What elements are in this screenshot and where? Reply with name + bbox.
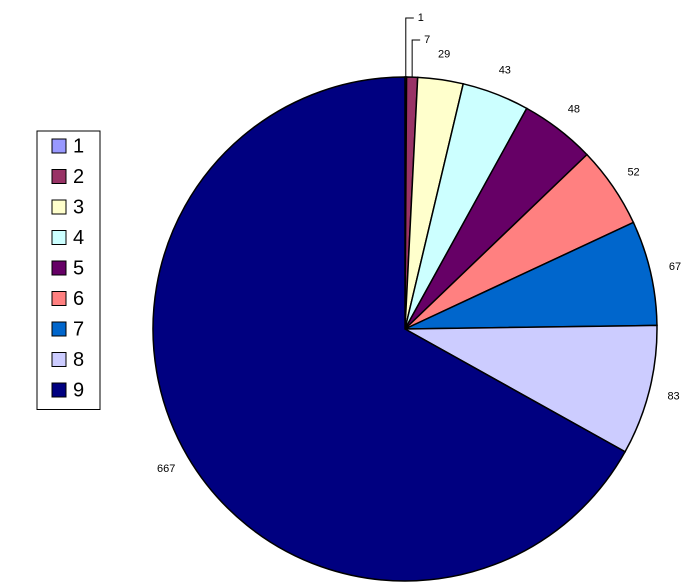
data-label: 67 (669, 261, 681, 273)
data-label: 43 (499, 65, 511, 77)
pie-slice (402, 324, 658, 453)
data-label: 29 (438, 49, 450, 61)
legend-swatch (51, 138, 67, 154)
legend-label: 3 (73, 196, 84, 218)
legend-label: 4 (73, 227, 84, 249)
data-label: 667 (157, 463, 175, 475)
legend-label: 5 (73, 257, 84, 279)
data-label: 52 (627, 166, 639, 178)
legend-box (36, 130, 101, 410)
legend-swatch (51, 352, 67, 367)
leader-line (405, 17, 414, 78)
pie-slice (152, 76, 627, 582)
legend-label: 6 (73, 288, 84, 310)
legend-label: 7 (73, 318, 84, 340)
legend-label: 1 (73, 135, 84, 157)
data-label: 83 (667, 391, 679, 403)
legend-label: 9 (73, 379, 84, 401)
leader-line (411, 39, 421, 78)
legend-swatch (51, 291, 67, 306)
legend-swatch (51, 321, 67, 337)
data-label: 1 (418, 12, 424, 24)
data-label: 48 (568, 103, 580, 115)
legend-swatch (51, 260, 67, 276)
legend-swatch (51, 382, 67, 398)
pie-slice (404, 221, 658, 330)
legend-label: 2 (73, 166, 84, 188)
legend-swatch (51, 199, 67, 215)
legend-swatch (51, 230, 67, 245)
legend-swatch (51, 169, 67, 184)
data-label: 7 (424, 34, 430, 46)
legend-label: 8 (73, 349, 84, 371)
